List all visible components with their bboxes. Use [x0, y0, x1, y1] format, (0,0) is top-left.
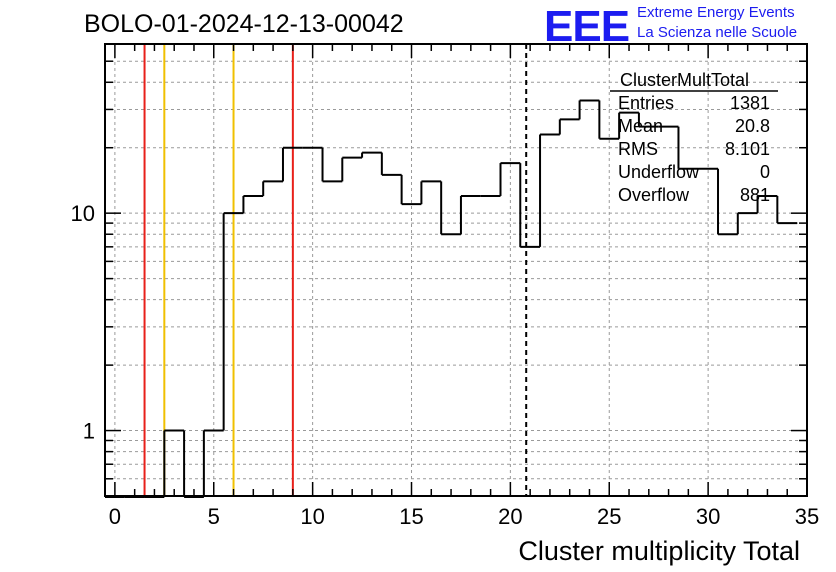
y-tick-label: 10: [71, 201, 95, 226]
x-tick-label: 15: [399, 504, 423, 529]
stats-value: 881: [739, 185, 770, 205]
stats-value: 8.101: [724, 139, 770, 159]
stats-value: 1381: [729, 93, 770, 113]
x-tick-label: 20: [498, 504, 522, 529]
stats-label: Entries: [618, 93, 675, 113]
y-tick-label: 1: [83, 419, 95, 444]
x-tick-label: 30: [696, 504, 720, 529]
x-tick-label: 25: [597, 504, 621, 529]
stats-value: 20.8: [734, 116, 770, 136]
tick-labels: 0 5 10 15 20 25 30 35 1 10: [71, 201, 820, 529]
stats-label: Overflow: [618, 185, 690, 205]
axis-ticks: [105, 43, 808, 497]
histogram-series: [105, 99, 798, 498]
x-tick-label: 10: [300, 504, 324, 529]
x-tick-label: 35: [795, 504, 819, 529]
logo-line-1: Extreme Energy Events: [637, 4, 795, 21]
stats-label: Underflow: [618, 162, 700, 182]
logo-line-2: La Scienza nelle Scuole: [637, 24, 798, 41]
plot-frame: [104, 43, 808, 497]
stats-label: Mean: [618, 116, 664, 136]
marker-lines: [143, 44, 528, 496]
stats-label: RMS: [618, 139, 658, 159]
chart-title: BOLO-01-2024-12-13-00042: [84, 10, 404, 38]
x-axis-label: Cluster multiplicity Total: [518, 536, 800, 566]
stats-title: ClusterMultTotal: [620, 70, 750, 90]
eee-logo: EEE: [544, 2, 630, 51]
stats-value: 0: [759, 162, 770, 182]
x-tick-label: 0: [109, 504, 121, 529]
x-tick-label: 5: [208, 504, 220, 529]
